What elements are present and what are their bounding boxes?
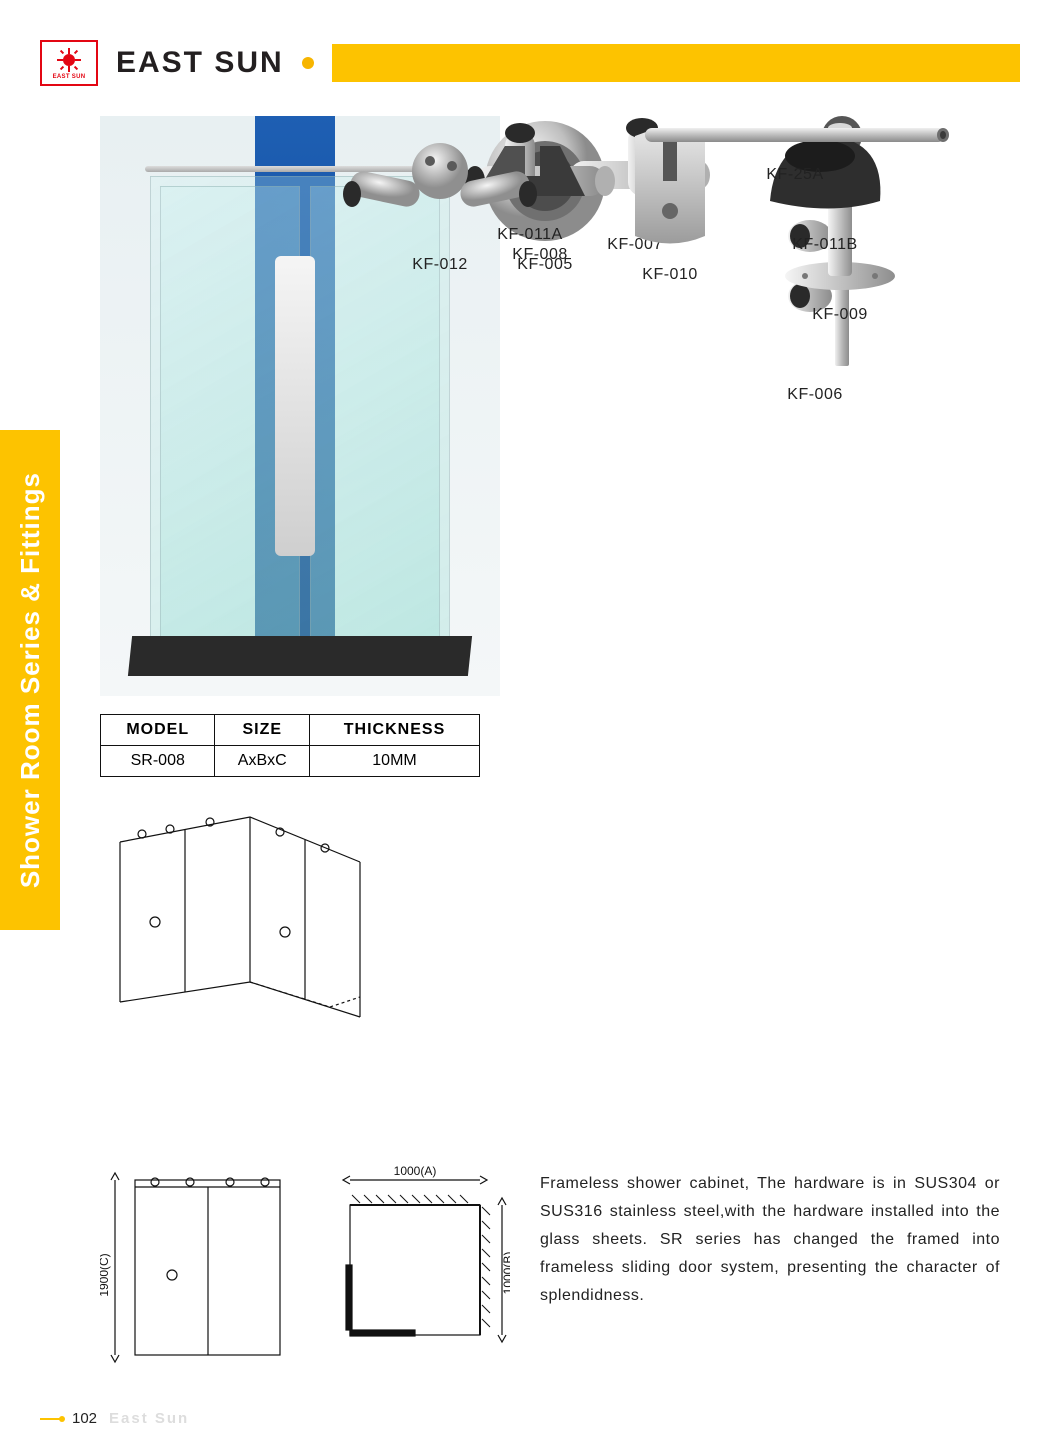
sun-icon — [57, 48, 81, 72]
dim-width-a: 1000(A) — [394, 1165, 437, 1178]
part-label: KF-012 — [412, 256, 467, 274]
part-label: KF-009 — [812, 306, 867, 324]
catalog-page: EAST SUN East Sun Shower Room Series & F… — [0, 0, 1060, 1451]
parts-grid: KF-005 KF-006 — [470, 116, 1020, 1032]
header: EAST SUN East Sun — [40, 40, 1020, 86]
brand-logo: EAST SUN — [40, 40, 98, 86]
part-label: KF-25A — [766, 166, 823, 184]
part-label: KF-010 — [642, 266, 697, 284]
table-row: SR-008 AxBxC 10MM — [101, 746, 480, 777]
dim-height: 1900(C) — [100, 1253, 111, 1296]
brand-title: East Sun — [116, 46, 284, 80]
cell-model: SR-008 — [101, 746, 215, 777]
logo-caption: EAST SUN — [53, 74, 86, 80]
bullet-icon — [302, 57, 314, 69]
cell-size: AxBxC — [215, 746, 310, 777]
header-accent-bar — [332, 44, 1020, 82]
plan-drawing: 1000(A) 1000(B) — [320, 1165, 510, 1375]
diagram-iso — [100, 802, 440, 1032]
page-number: 102 — [72, 1410, 97, 1427]
spec-table: MODEL SIZE THICKNESS SR-008 AxBxC 10MM — [100, 714, 480, 777]
elevation-drawing: 1900(C) — [100, 1165, 290, 1375]
part-kf012: KF-012 — [330, 116, 550, 274]
part-image — [330, 116, 550, 246]
iso-drawing — [100, 802, 380, 1032]
cell-thickness: 10MM — [310, 746, 480, 777]
part-label: KF-006 — [787, 386, 842, 404]
col-header-thickness: THICKNESS — [310, 715, 480, 746]
dim-width-b: 1000(B) — [501, 1252, 510, 1295]
part-label: KF-011B — [792, 236, 857, 254]
page-footer: 102 East Sun — [40, 1410, 189, 1427]
footer-accent-icon — [40, 1418, 60, 1420]
part-image — [640, 116, 950, 156]
footer-brand: East Sun — [109, 1410, 189, 1427]
product-description: Frameless shower cabinet, The hardware i… — [540, 1170, 1000, 1310]
content-area: MODEL SIZE THICKNESS SR-008 AxBxC 10MM — [40, 116, 1020, 1032]
dimension-drawings: 1900(C) — [100, 1165, 510, 1375]
part-kf25a: KF-25A — [640, 116, 950, 184]
col-header-size: SIZE — [215, 715, 310, 746]
col-header-model: MODEL — [101, 715, 215, 746]
